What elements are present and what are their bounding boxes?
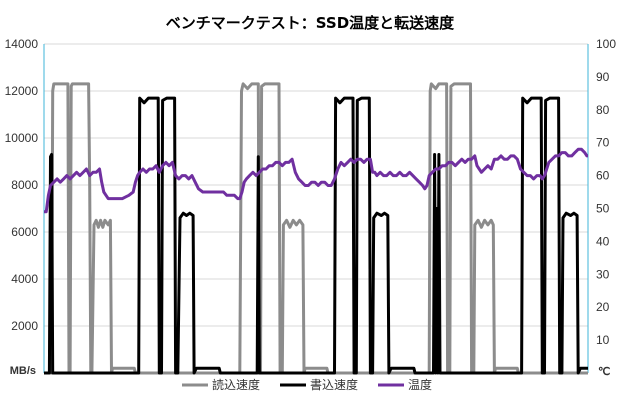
left-tick-label-2000: 2000: [11, 319, 38, 333]
left-tick-label-8000: 8000: [11, 178, 38, 192]
right-tick-label-70: 70: [596, 136, 610, 150]
left-axis-unit: MB/s: [10, 365, 36, 377]
legend-label-1: 読込速度: [212, 377, 260, 392]
right-axis-ticks: 10 20 30 40 50 60 70 80 90 100: [596, 37, 616, 347]
right-tick-label-50: 50: [596, 202, 610, 216]
right-tick-label-90: 90: [596, 70, 610, 84]
right-tick-label-40: 40: [596, 234, 610, 248]
right-tick-label-30: 30: [596, 267, 610, 281]
left-tick-label-6000: 6000: [11, 225, 38, 239]
left-tick-label-14000: 14000: [5, 37, 39, 51]
right-tick-label-60: 60: [596, 169, 610, 183]
legend: 読込速度 書込速度 温度: [182, 377, 432, 392]
series-line-3: [44, 147, 589, 214]
left-tick-label-12000: 12000: [5, 84, 39, 98]
right-tick-label-100: 100: [596, 37, 616, 51]
series-lines: [44, 82, 589, 375]
right-tick-label-20: 20: [596, 300, 610, 314]
series-line-2: [44, 96, 588, 375]
right-axis-unit: ℃: [598, 366, 610, 378]
chart-title: ベンチマークテスト：SSD温度と転送速度: [166, 14, 455, 32]
left-axis-ticks: 2000 4000 6000 8000 10000 12000 14000: [5, 37, 39, 333]
left-tick-label-10000: 10000: [5, 131, 39, 145]
right-tick-label-80: 80: [596, 103, 610, 117]
legend-label-3: 温度: [408, 377, 432, 392]
left-tick-label-4000: 4000: [11, 272, 38, 286]
legend-label-2: 書込速度: [310, 377, 358, 392]
right-tick-label-10: 10: [596, 333, 610, 347]
